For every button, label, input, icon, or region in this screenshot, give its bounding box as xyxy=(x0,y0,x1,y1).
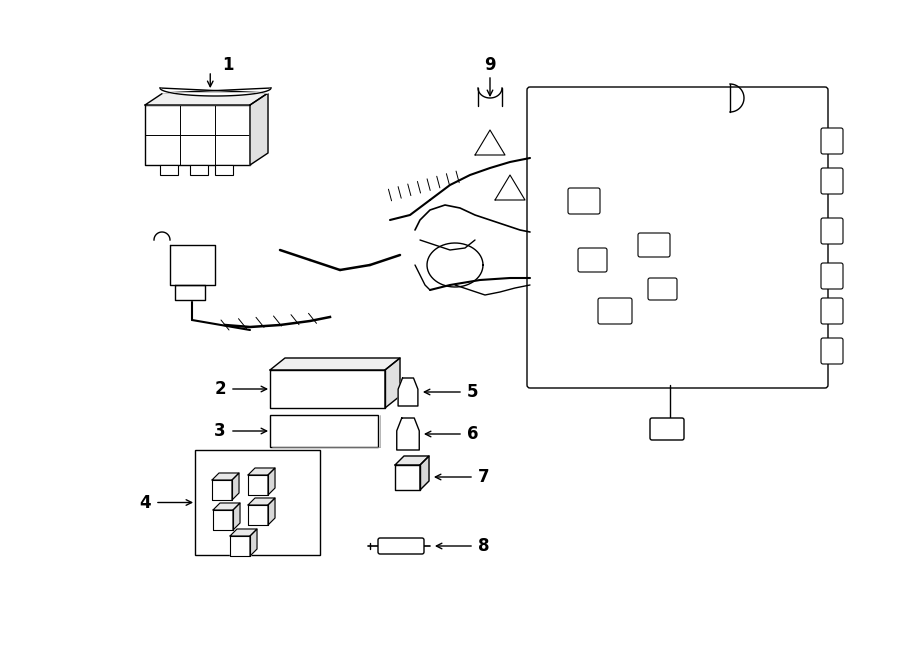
Polygon shape xyxy=(213,510,233,530)
FancyBboxPatch shape xyxy=(527,87,828,388)
FancyBboxPatch shape xyxy=(648,278,677,300)
Polygon shape xyxy=(385,358,400,408)
Text: 3: 3 xyxy=(214,422,226,440)
Polygon shape xyxy=(213,503,240,510)
Polygon shape xyxy=(270,370,385,408)
FancyBboxPatch shape xyxy=(650,418,684,440)
Polygon shape xyxy=(248,505,268,525)
Polygon shape xyxy=(232,473,239,500)
Bar xyxy=(160,165,178,175)
FancyBboxPatch shape xyxy=(578,248,607,272)
Text: 1: 1 xyxy=(222,56,234,74)
Polygon shape xyxy=(248,468,275,475)
Polygon shape xyxy=(212,473,239,480)
Polygon shape xyxy=(248,475,268,495)
FancyBboxPatch shape xyxy=(821,263,843,289)
Text: 5: 5 xyxy=(467,383,479,401)
Polygon shape xyxy=(495,175,525,200)
Bar xyxy=(215,165,233,175)
Text: 2: 2 xyxy=(214,380,226,398)
Polygon shape xyxy=(250,93,268,165)
Polygon shape xyxy=(170,245,215,285)
Polygon shape xyxy=(270,358,400,370)
Polygon shape xyxy=(395,465,420,490)
FancyBboxPatch shape xyxy=(378,538,424,554)
Polygon shape xyxy=(160,88,271,96)
Polygon shape xyxy=(268,498,275,525)
Text: 4: 4 xyxy=(140,494,151,512)
Text: 8: 8 xyxy=(478,537,490,555)
Polygon shape xyxy=(397,418,419,450)
Polygon shape xyxy=(248,498,275,505)
FancyBboxPatch shape xyxy=(821,338,843,364)
Polygon shape xyxy=(145,105,250,165)
Bar xyxy=(195,450,320,555)
FancyBboxPatch shape xyxy=(821,128,843,154)
Polygon shape xyxy=(233,503,240,530)
Polygon shape xyxy=(145,93,268,105)
Polygon shape xyxy=(230,529,257,536)
Bar xyxy=(270,415,378,447)
Polygon shape xyxy=(212,480,232,500)
Polygon shape xyxy=(398,378,418,406)
FancyBboxPatch shape xyxy=(598,298,632,324)
Text: 6: 6 xyxy=(467,425,479,443)
Polygon shape xyxy=(268,468,275,495)
FancyBboxPatch shape xyxy=(821,218,843,244)
FancyBboxPatch shape xyxy=(568,188,600,214)
FancyBboxPatch shape xyxy=(821,298,843,324)
Polygon shape xyxy=(230,536,250,556)
Bar xyxy=(190,165,208,175)
Text: 7: 7 xyxy=(478,468,490,486)
Polygon shape xyxy=(175,285,205,300)
FancyBboxPatch shape xyxy=(821,168,843,194)
Polygon shape xyxy=(395,456,429,465)
FancyBboxPatch shape xyxy=(638,233,670,257)
Text: 9: 9 xyxy=(484,56,496,74)
Polygon shape xyxy=(420,456,429,490)
Polygon shape xyxy=(475,130,505,155)
Polygon shape xyxy=(250,529,257,556)
